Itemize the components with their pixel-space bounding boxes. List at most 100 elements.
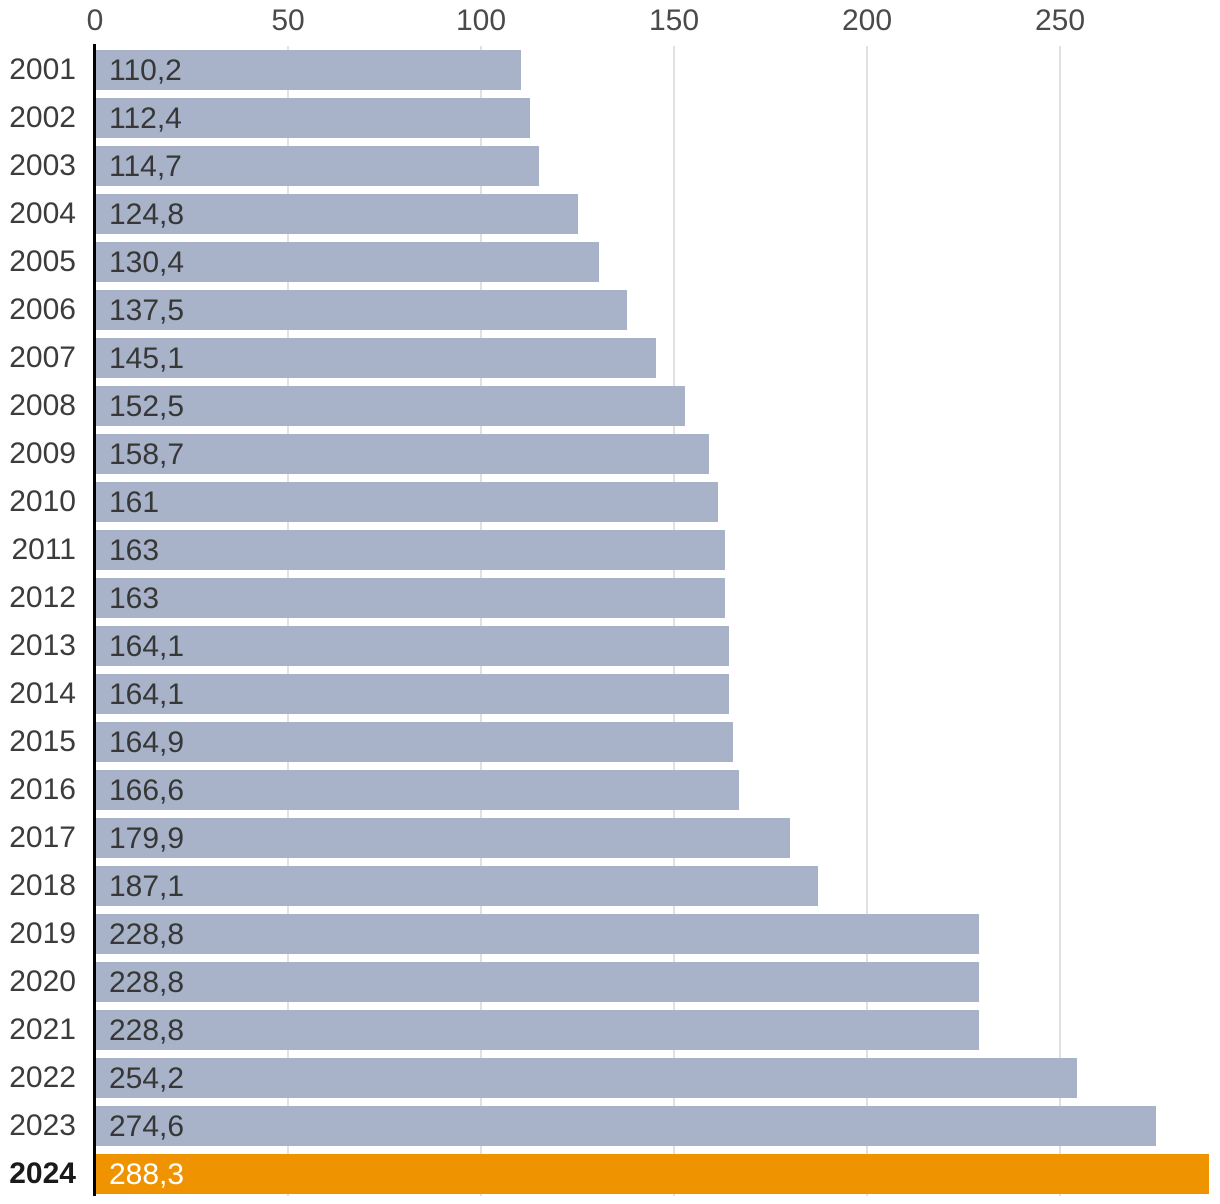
bar-category-label: 2009 (9, 437, 76, 470)
bar-category-label: 2020 (9, 965, 76, 998)
bar-value-label: 254,2 (109, 1062, 185, 1095)
bar-row: 2011 163 (0, 530, 1220, 570)
bar-row: 2003 114,7 (0, 146, 1220, 186)
bar-category-label: 2022 (9, 1061, 76, 1094)
bar-category-label: 2004 (9, 197, 76, 230)
bar-value-label: 163 (109, 582, 160, 615)
bar-category-label: 2008 (9, 389, 76, 422)
bar-category-label: 2013 (9, 629, 76, 662)
x-tick-label: 250 (1034, 4, 1086, 37)
gridline (480, 46, 482, 1196)
x-tick-label: 100 (455, 4, 507, 37)
bar-category-label: 2023 (9, 1109, 76, 1142)
bar-row: 2008 152,5 (0, 386, 1220, 426)
bar: 124,8 (96, 194, 578, 234)
bar: 164,9 (96, 722, 733, 762)
gridline (1059, 46, 1061, 1196)
bar-value-label: 164,9 (109, 726, 185, 759)
bar-category-label: 2002 (9, 101, 76, 134)
bar-row: 2002 112,4 (0, 98, 1220, 138)
bar-value-label: 137,5 (109, 294, 185, 327)
bar-value-label: 158,7 (109, 438, 185, 471)
bar-value-label: 114,7 (109, 150, 182, 183)
bar-value-label: 145,1 (109, 342, 185, 375)
bar-value-label: 110,2 (109, 54, 182, 87)
bar-row: 2009 158,7 (0, 434, 1220, 474)
bar-value-label: 163 (109, 534, 160, 567)
x-tick-label: 0 (86, 4, 104, 37)
bar: 161 (96, 482, 718, 522)
bar-value-label: 124,8 (109, 198, 185, 231)
bar: 179,9 (96, 818, 791, 858)
x-tick-label: 200 (841, 4, 893, 37)
bar-category-label: 2007 (9, 341, 76, 374)
bar: 274,6 (96, 1106, 1156, 1146)
bar-value-label: 164,1 (109, 630, 185, 663)
bar-value-label: 166,6 (109, 774, 185, 807)
bar-category-label: 2024 (9, 1157, 76, 1190)
bar: 288,3 (96, 1154, 1209, 1194)
bar-category-label: 2012 (9, 581, 76, 614)
bar-category-label: 2015 (9, 725, 76, 758)
bar-row: 2022 254,2 (0, 1058, 1220, 1098)
bar-row: 2010 161 (0, 482, 1220, 522)
bar: 152,5 (96, 386, 685, 426)
bar-row: 2021 228,8 (0, 1010, 1220, 1050)
bar-value-label: 228,8 (109, 1014, 185, 1047)
bar: 163 (96, 530, 726, 570)
bar: 130,4 (96, 242, 600, 282)
bar-row: 2013 164,1 (0, 626, 1220, 666)
bar-value-label: 164,1 (109, 678, 185, 711)
bar-row: 2004 124,8 (0, 194, 1220, 234)
bar-row: 2023 274,6 (0, 1106, 1220, 1146)
bar-value-label: 161 (109, 486, 160, 519)
x-tick-label: 150 (648, 4, 700, 37)
bar-category-label: 2019 (9, 917, 76, 950)
gridline (673, 46, 675, 1196)
gridline (287, 46, 289, 1196)
bar-category-label: 2001 (9, 53, 76, 86)
bar-category-label: 2017 (9, 821, 76, 854)
bar-category-label: 2018 (9, 869, 76, 902)
bar-row: 2019 228,8 (0, 914, 1220, 954)
y-axis-line (93, 44, 96, 1196)
bar-row: 2007 145,1 (0, 338, 1220, 378)
bar-row: 2001 110,2 (0, 50, 1220, 90)
bar-row: 2012 163 (0, 578, 1220, 618)
bar-value-label: 112,4 (109, 102, 182, 135)
bar-value-label: 179,9 (109, 822, 185, 855)
bar: 254,2 (96, 1058, 1078, 1098)
bar-row: 2014 164,1 (0, 674, 1220, 714)
bar-value-label: 130,4 (109, 246, 185, 279)
bar-category-label: 2014 (9, 677, 76, 710)
bar: 145,1 (96, 338, 657, 378)
bar-value-label: 274,6 (109, 1110, 185, 1143)
bar-value-label: 187,1 (109, 870, 185, 903)
bar-category-label: 2021 (9, 1013, 76, 1046)
bar-value-label: 228,8 (109, 966, 185, 999)
bar: 164,1 (96, 674, 730, 714)
bar: 114,7 (96, 146, 539, 186)
bar: 166,6 (96, 770, 740, 810)
bar-value-label: 228,8 (109, 918, 185, 951)
bar-category-label: 2011 (11, 533, 76, 566)
bar: 164,1 (96, 626, 730, 666)
bar: 163 (96, 578, 726, 618)
bar-row: 2020 228,8 (0, 962, 1220, 1002)
bar: 158,7 (96, 434, 709, 474)
bar-row: 2006 137,5 (0, 290, 1220, 330)
bar-row: 2005 130,4 (0, 242, 1220, 282)
bar: 228,8 (96, 914, 980, 954)
bar: 137,5 (96, 290, 627, 330)
gridline (866, 46, 868, 1196)
bar-category-label: 2005 (9, 245, 76, 278)
bar: 110,2 (96, 50, 522, 90)
bar-row: 2018 187,1 (0, 866, 1220, 906)
bar-row: 2017 179,9 (0, 818, 1220, 858)
x-tick-label: 50 (271, 4, 305, 37)
bar-category-label: 2003 (9, 149, 76, 182)
bar: 187,1 (96, 866, 819, 906)
bar: 112,4 (96, 98, 530, 138)
bar-category-label: 2016 (9, 773, 76, 806)
